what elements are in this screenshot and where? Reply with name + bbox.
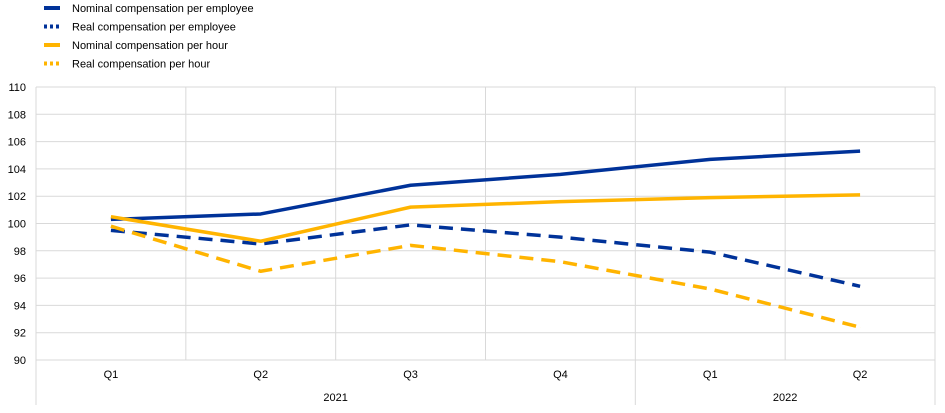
- year-label: 2022: [773, 392, 797, 404]
- x-tick-label: Q3: [403, 369, 418, 381]
- legend-label: Nominal compensation per hour: [72, 40, 228, 52]
- y-tick-label: 98: [14, 246, 26, 258]
- y-tick-label: 96: [14, 273, 26, 285]
- x-tick-label: Q4: [553, 369, 568, 381]
- y-tick-label: 104: [8, 164, 26, 176]
- x-tick-label: Q1: [104, 369, 119, 381]
- series-line-2: [110, 193, 861, 243]
- x-tick-label: Q2: [853, 369, 868, 381]
- legend-label: Nominal compensation per employee: [72, 3, 254, 15]
- y-tick-label: 106: [8, 137, 26, 149]
- y-tick-label: 100: [8, 219, 26, 231]
- legend-label: Real compensation per employee: [72, 22, 236, 34]
- series-line-1: [110, 223, 861, 288]
- y-tick-label: 94: [14, 300, 26, 312]
- year-label: 2021: [323, 392, 347, 404]
- y-tick-label: 102: [8, 191, 26, 203]
- series-line-0: [110, 149, 861, 222]
- y-tick-label: 110: [8, 82, 26, 94]
- x-tick-label: Q1: [703, 369, 718, 381]
- y-tick-label: 92: [14, 328, 26, 340]
- y-tick-label: 90: [14, 355, 26, 367]
- legend-label: Real compensation per hour: [72, 59, 211, 71]
- y-tick-label: 108: [8, 109, 26, 121]
- series-line-3: [110, 224, 861, 329]
- x-tick-label: Q2: [253, 369, 268, 381]
